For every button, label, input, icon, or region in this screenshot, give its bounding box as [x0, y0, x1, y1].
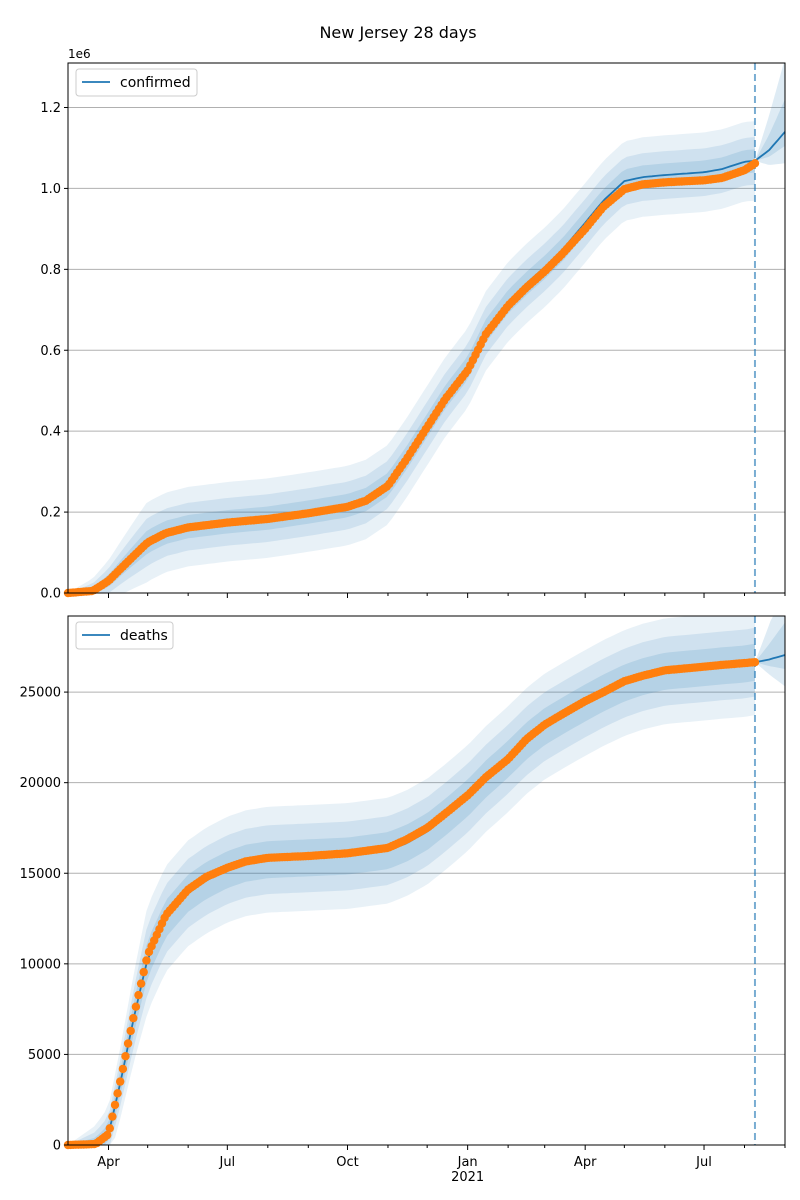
confirmed-y-axis: 0.0 0.2 0.4 0.6 0.8 1.0 1.2 — [40, 101, 68, 602]
confirmed-observed-points — [63, 159, 760, 598]
figure-title: New Jersey 28 days — [319, 23, 476, 42]
observed-point — [126, 1026, 135, 1036]
x-tick-label-3: Jan — [457, 1155, 478, 1170]
deaths-legend-label: deaths — [120, 628, 168, 644]
observed-point — [113, 1089, 122, 1098]
observed-point — [134, 990, 143, 1000]
y-tick-label-2: 0.4 — [40, 425, 61, 440]
x-tick-label-4: Apr — [574, 1155, 597, 1170]
observed-point — [750, 159, 760, 168]
y-tick-label-4: 0.8 — [40, 263, 61, 278]
observed-point — [118, 1064, 128, 1074]
forecast-band-1 — [755, 616, 785, 687]
x-tick-label-5: Jul — [695, 1155, 712, 1170]
y-tick-label-3: 0.6 — [40, 344, 61, 359]
y-tick-label-6: 1.2 — [40, 101, 61, 116]
y-tick-label-5: 25000 — [20, 686, 61, 701]
observed-point — [121, 1052, 130, 1061]
deaths-gridlines — [68, 691, 785, 1055]
observed-point — [750, 658, 760, 667]
uncertainty-band-0 — [68, 643, 755, 1145]
confirmed-offset-label: 1e6 — [68, 47, 91, 61]
axes-frame — [67, 615, 786, 1146]
observed-point — [139, 967, 148, 977]
axes-frame — [67, 62, 786, 594]
x-tick-label-3: 2021 — [451, 1170, 484, 1185]
deaths-y-axis: 0 5000 10000 15000 20000 25000 — [20, 686, 68, 1154]
deaths-observed-points — [63, 658, 760, 1150]
observed-point — [108, 1112, 117, 1121]
confirmed-legend-label: confirmed — [120, 75, 191, 91]
observed-point — [131, 1002, 141, 1011]
observed-point — [103, 1130, 112, 1140]
deaths-legend-box — [75, 621, 174, 650]
y-tick-label-0: 0 — [53, 1139, 61, 1154]
y-tick-label-1: 0.2 — [40, 506, 61, 521]
confirmed-x-axis — [107, 593, 786, 598]
confirmed-axes-frame — [67, 62, 786, 594]
forecast-band-0 — [755, 99, 785, 161]
observed-point — [110, 1100, 120, 1110]
y-tick-label-4: 20000 — [20, 776, 61, 791]
y-tick-label-5: 1.0 — [40, 182, 61, 197]
deaths-axes-frame — [67, 615, 786, 1146]
observed-point — [142, 956, 151, 965]
x-tick-label-1: Jul — [218, 1155, 235, 1170]
observed-point — [105, 1124, 115, 1133]
uncertainty-band-2 — [68, 616, 755, 1145]
y-tick-label-0: 0.0 — [40, 587, 61, 602]
uncertainty-band-2 — [68, 121, 755, 593]
deaths-legend: deaths — [75, 621, 174, 650]
observed-point — [136, 979, 146, 988]
observed-point — [123, 1039, 133, 1048]
y-tick-label-2: 10000 — [20, 957, 61, 972]
x-tick-label-0: Apr — [97, 1155, 120, 1170]
observed-point — [116, 1077, 125, 1086]
deaths-panel: 0 5000 10000 15000 20000 25000 Apr Jul Oct Jan20… — [20, 615, 786, 1185]
observed-point — [129, 1014, 138, 1023]
confirmed-panel: 0.0 0.2 0.4 0.6 0.8 1.0 1.2 1e6 confirmed — [40, 47, 786, 602]
deaths-uncertainty-bands — [68, 616, 785, 1145]
x-tick-label-2: Oct — [336, 1155, 358, 1170]
uncertainty-band-1 — [68, 627, 755, 1145]
y-tick-label-3: 15000 — [20, 867, 61, 882]
confirmed-legend-box — [75, 68, 198, 97]
y-tick-label-1: 5000 — [28, 1048, 61, 1063]
confirmed-legend: confirmed — [75, 68, 198, 97]
